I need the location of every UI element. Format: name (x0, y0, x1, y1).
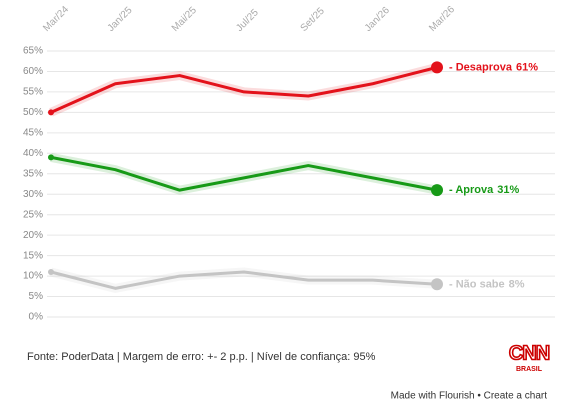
end-label: - Não sabe 8% (449, 278, 525, 290)
end-label: - Desaprova 61% (449, 61, 538, 73)
x-tick-label: Jul/25 (234, 7, 261, 34)
x-tick-label: Set/25 (299, 5, 328, 34)
y-tick-label: 55% (23, 87, 43, 98)
y-tick-label: 0% (29, 312, 44, 323)
x-tick-label: Jan/25 (106, 5, 135, 34)
end-marker (431, 61, 443, 74)
line-glow (49, 63, 439, 117)
value-label: 61% (516, 61, 538, 73)
y-tick-label: 15% (23, 250, 43, 261)
end-marker (431, 278, 443, 291)
y-tick-label: 20% (23, 230, 43, 241)
end-label-dash: - (449, 278, 456, 290)
start-marker (48, 154, 54, 161)
value-label: 31% (497, 184, 519, 196)
line (50, 65, 438, 114)
y-tick-label: 45% (23, 127, 43, 138)
value-label: 8% (509, 278, 525, 290)
x-tick-label: Jan/26 (363, 5, 392, 34)
y-tick-label: 25% (23, 209, 43, 220)
x-tick-label: Mai/25 (170, 5, 199, 34)
x-tick-label: Mar/24 (41, 4, 71, 34)
footer-credit[interactable]: Made with Flourish • Create a chart (391, 391, 548, 402)
end-label-dash: - (449, 184, 455, 196)
logo: CNN (509, 342, 550, 364)
legend-name: Não sabe (456, 278, 505, 290)
y-tick-label: 10% (23, 271, 43, 282)
y-tick-label: 50% (23, 107, 43, 118)
line (50, 270, 438, 290)
y-tick-label: 65% (23, 46, 43, 57)
y-tick-label: 35% (23, 168, 43, 179)
end-label: - Aprova 31% (449, 184, 519, 196)
y-tick-label: 30% (23, 189, 43, 200)
y-tick-label: 60% (23, 66, 43, 77)
y-tick-label: 40% (23, 148, 43, 159)
source-note: Fonte: PoderData | Margem de erro: +- 2 … (27, 351, 376, 363)
legend-name: Desaprova (456, 61, 513, 73)
end-label-dash: - (449, 61, 456, 73)
end-marker (431, 184, 443, 197)
line (50, 155, 438, 192)
logo-sub: BRASIL (516, 366, 543, 373)
start-marker (48, 268, 54, 275)
x-tick-label: Mar/26 (427, 4, 457, 34)
y-tick-label: 5% (29, 291, 44, 302)
legend-name: Aprova (455, 184, 494, 196)
start-marker (48, 109, 54, 116)
